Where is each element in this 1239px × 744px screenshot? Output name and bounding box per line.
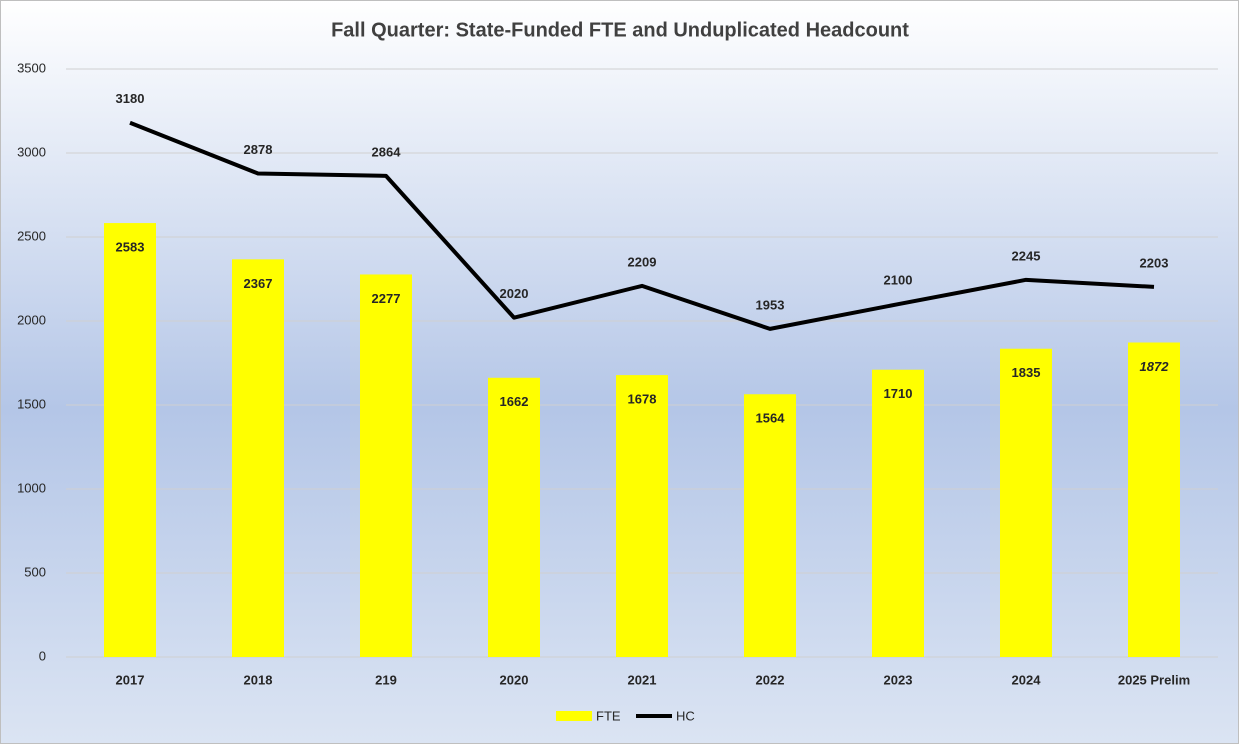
bar-value-label: 1662 — [500, 394, 529, 409]
x-tick-label: 2020 — [500, 672, 529, 687]
x-tick-label: 2024 — [1012, 672, 1042, 687]
line-value-label: 2020 — [500, 286, 529, 301]
x-tick-label: 2023 — [884, 672, 913, 687]
y-tick-label: 1500 — [17, 396, 46, 411]
line-value-label: 2878 — [244, 142, 273, 157]
y-tick-label: 2000 — [17, 312, 46, 327]
y-tick-label: 3000 — [17, 144, 46, 159]
y-tick-label: 1000 — [17, 480, 46, 495]
bar-value-label: 1678 — [628, 392, 657, 407]
chart-title: Fall Quarter: State-Funded FTE and Undup… — [331, 19, 909, 41]
bar-value-label: 1564 — [756, 411, 786, 426]
bar-value-label: 2367 — [244, 276, 273, 291]
bar-value-label: 1835 — [1012, 365, 1041, 380]
legend-swatch — [556, 711, 592, 721]
line-value-label: 2203 — [1140, 255, 1169, 270]
bar — [232, 259, 284, 657]
x-tick-label: 219 — [375, 672, 397, 687]
line-value-label: 3180 — [116, 91, 145, 106]
bar — [616, 375, 668, 657]
bar — [744, 394, 796, 657]
line-value-label: 2209 — [628, 254, 657, 269]
bar — [488, 377, 540, 657]
line-value-label: 1953 — [756, 297, 785, 312]
bar-value-label: 1872 — [1140, 359, 1170, 374]
bar-value-label: 2277 — [372, 291, 401, 306]
bar — [360, 274, 412, 657]
line-value-label: 2100 — [884, 273, 913, 288]
y-tick-label: 0 — [39, 648, 46, 663]
y-tick-label: 2500 — [17, 228, 46, 243]
legend-label: FTE — [596, 708, 621, 723]
bar-value-label: 2583 — [116, 239, 145, 254]
y-tick-label: 500 — [24, 564, 46, 579]
bar — [872, 369, 924, 657]
line-value-label: 2245 — [1012, 248, 1041, 263]
x-tick-label: 2017 — [116, 672, 145, 687]
x-tick-label: 2018 — [244, 672, 273, 687]
bar — [1128, 342, 1180, 657]
x-tick-label: 2021 — [628, 672, 657, 687]
line — [129, 120, 1155, 331]
bar-value-label: 1710 — [884, 386, 913, 401]
bar — [1000, 348, 1052, 657]
line-value-label: 2864 — [372, 144, 402, 159]
legend-label: HC — [676, 708, 695, 723]
y-tick-label: 3500 — [17, 60, 46, 75]
x-tick-label: 2022 — [756, 672, 785, 687]
x-tick-label: 2025 Prelim — [1118, 672, 1190, 687]
bar — [104, 223, 156, 657]
